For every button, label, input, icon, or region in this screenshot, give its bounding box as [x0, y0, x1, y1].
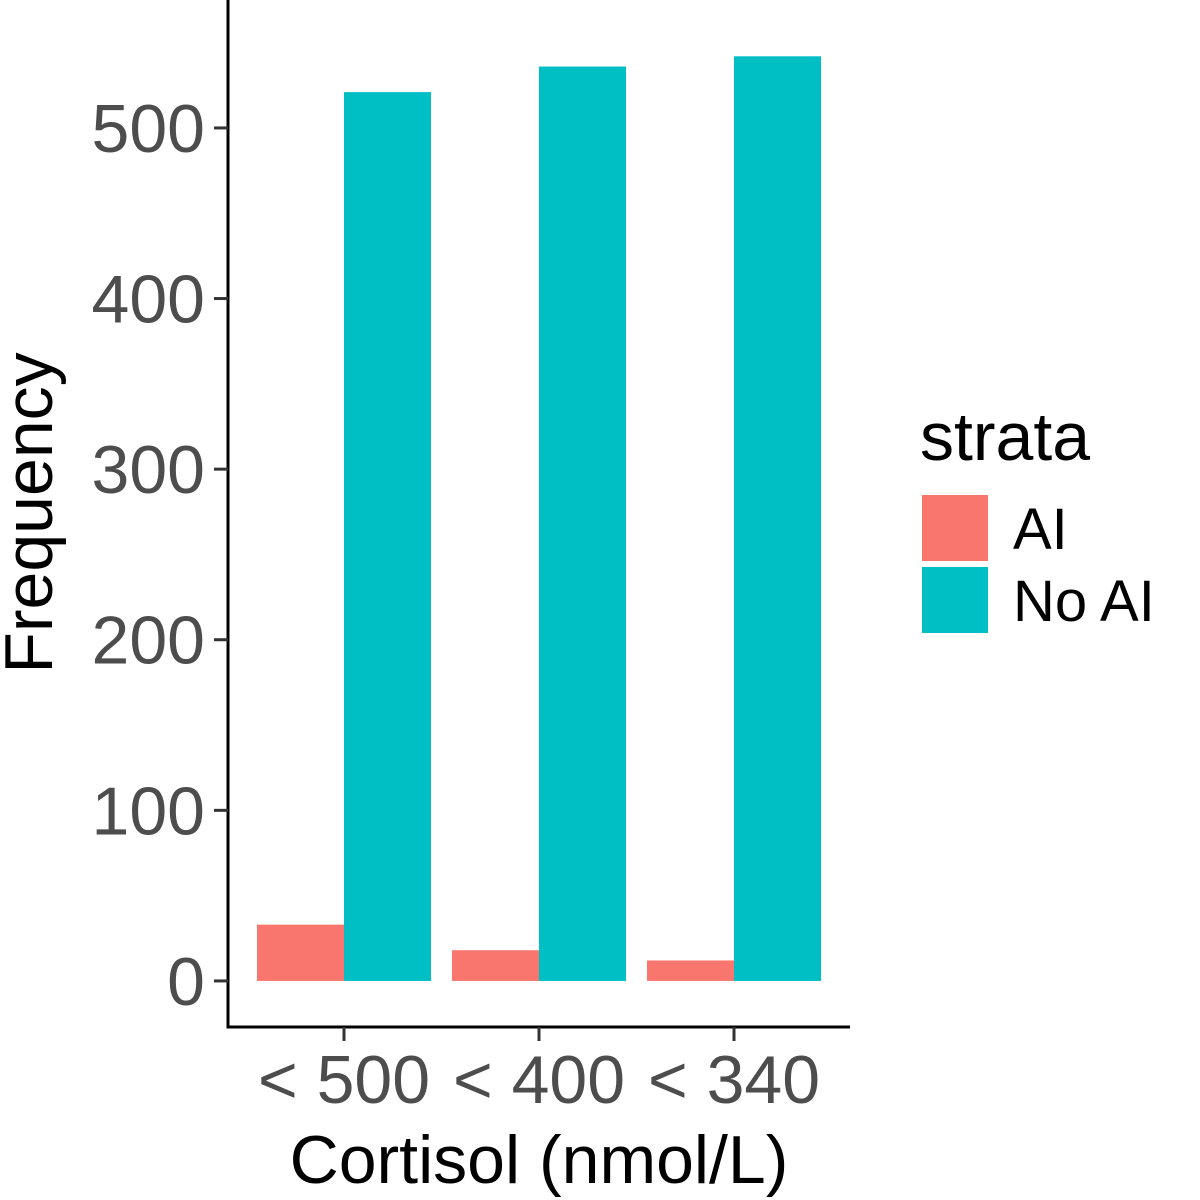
x-tick-label: < 400: [453, 1042, 625, 1118]
bar-ai-1: [452, 950, 539, 981]
y-tick-label: 100: [92, 773, 205, 849]
y-axis-title: Frequency: [0, 352, 67, 673]
legend-label: AI: [1013, 497, 1068, 562]
y-tick-label: 200: [92, 603, 205, 679]
x-axis-title: Cortisol (nmol/L): [290, 1122, 789, 1198]
legend: strata AI No AI: [920, 399, 1155, 634]
x-tick-label: < 500: [258, 1042, 430, 1118]
y-tick-label: 500: [92, 91, 205, 167]
y-tick-label: 400: [92, 262, 205, 338]
bar-no-ai-0: [344, 92, 431, 981]
bar-ai-2: [647, 960, 734, 981]
y-tick-label: 0: [167, 944, 205, 1020]
legend-key-ai: [922, 495, 988, 561]
bar-no-ai-2: [734, 56, 821, 981]
legend-title: strata: [920, 399, 1090, 475]
bar-ai-0: [257, 924, 344, 981]
x-tick-label: < 340: [648, 1042, 820, 1118]
y-tick-label: 300: [92, 432, 205, 508]
bar-no-ai-1: [539, 66, 626, 981]
x-axis-ticks: < 500 < 400 < 340: [258, 1027, 820, 1118]
legend-items: AI No AI: [922, 495, 1155, 634]
legend-key-no-ai: [922, 567, 988, 633]
y-axis-ticks: 0 100 200 300 400 500: [92, 91, 228, 1020]
legend-label: No AI: [1013, 569, 1155, 634]
bars-group: [257, 56, 821, 981]
